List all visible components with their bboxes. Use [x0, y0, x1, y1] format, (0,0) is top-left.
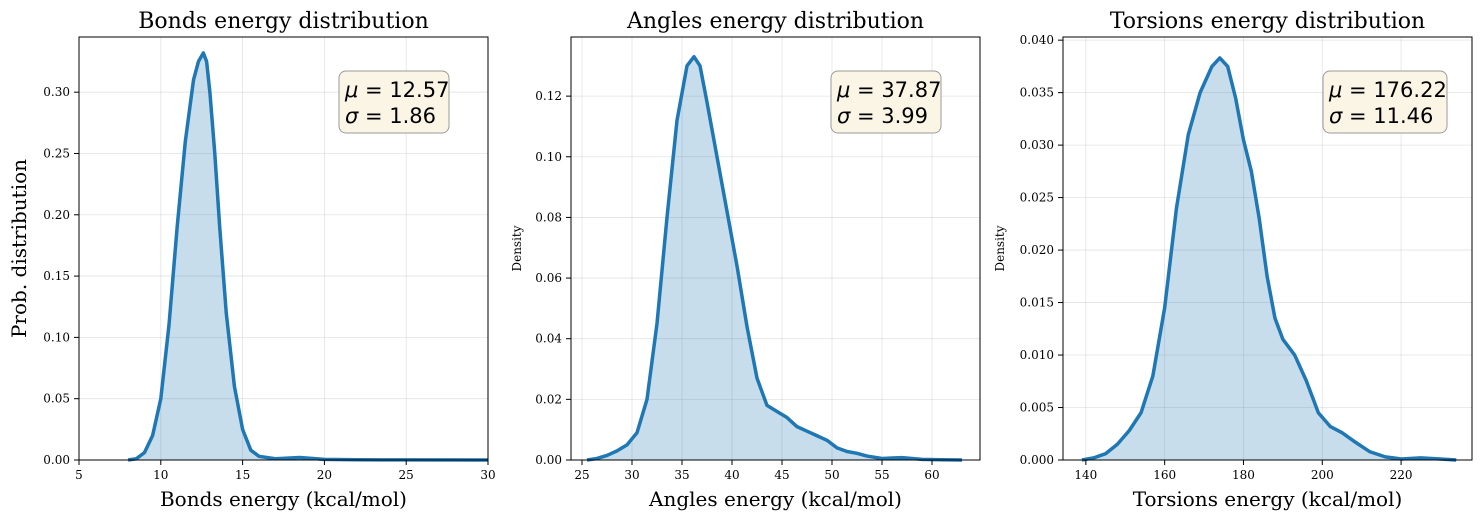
- density-line: [586, 54, 963, 462]
- chart-panel-1: 5 10 15 20 25 30 0.00 0.05 0.10 0.15 0.20 0.25 0.30 B…: [7, 9, 496, 511]
- x-tick-label: 30: [624, 468, 639, 482]
- y-tick-label: 0.010: [1020, 348, 1054, 362]
- x-tick-label: 15: [235, 468, 250, 482]
- y-tick-label: 0.040: [1020, 33, 1054, 47]
- x-tick-label: 200: [1311, 468, 1334, 482]
- y-tick-label: 0.30: [43, 85, 70, 99]
- x-tick-label: 5: [75, 468, 83, 482]
- y-tick-label: 0.005: [1020, 401, 1054, 415]
- y-tick-label: 0.015: [1020, 296, 1054, 310]
- x-tick-label: 40: [724, 468, 739, 482]
- y-tick-label: 0.035: [1020, 86, 1054, 100]
- stats-mean: μ = 12.57: [344, 78, 449, 102]
- y-tick-label: 0.25: [43, 146, 70, 160]
- y-axis-label: Density: [993, 225, 1007, 271]
- y-tick-label: 0.04: [535, 332, 562, 346]
- x-tick-label: 10: [153, 468, 168, 482]
- density-area: [587, 56, 962, 461]
- x-tick-label: 45: [774, 468, 789, 482]
- x-tick-label: 180: [1232, 468, 1255, 482]
- stats-sigma: σ = 3.99: [837, 104, 928, 128]
- density-area: [128, 52, 488, 460]
- y-tick-label: 0.12: [535, 89, 562, 103]
- y-tick-label: 0.06: [535, 271, 562, 285]
- y-tick-label: 0.05: [43, 392, 70, 406]
- axes-frame: [78, 36, 489, 461]
- stats-mean: μ = 37.87: [836, 78, 941, 102]
- x-axis-label: Torsions energy (kcal/mol): [1133, 487, 1403, 511]
- x-tick-label: 25: [399, 468, 414, 482]
- y-tick-label: 0.10: [43, 330, 70, 344]
- y-tick-label: 0.10: [535, 150, 562, 164]
- chart-title: Bonds energy distribution: [138, 9, 429, 34]
- y-tick-label: 0.020: [1020, 243, 1054, 257]
- y-tick-label: 0.030: [1020, 138, 1054, 152]
- density-area: [1081, 57, 1457, 461]
- x-axis-label: Angles energy (kcal/mol): [648, 487, 902, 511]
- stats-sigma: σ = 11.46: [1329, 104, 1433, 128]
- chart-title: Angles energy distribution: [626, 9, 924, 34]
- x-tick-label: 30: [480, 468, 495, 482]
- stats-box: [1322, 70, 1448, 134]
- x-tick-label: 220: [1390, 468, 1413, 482]
- chart-panel-2: 25 30 35 40 45 50 55 60 0.00 0.02 0.04 0.06 0.08 0.10…: [510, 9, 981, 511]
- axes-frame: [1062, 36, 1473, 461]
- y-tick-label: 0.000: [1020, 453, 1054, 467]
- density-line: [1081, 56, 1457, 462]
- x-tick-label: 55: [874, 468, 889, 482]
- x-tick-label: 20: [317, 468, 332, 482]
- x-axis-label: Bonds energy (kcal/mol): [160, 487, 407, 511]
- y-tick-label: 0.00: [535, 453, 562, 467]
- x-tick-label: 160: [1153, 468, 1176, 482]
- y-tick-label: 0.025: [1020, 191, 1054, 205]
- y-tick-label: 0.00: [43, 453, 70, 467]
- y-axis-label: Density: [510, 225, 524, 271]
- x-tick-label: 35: [674, 468, 689, 482]
- stats-box: [830, 70, 942, 134]
- y-tick-label: 0.02: [535, 392, 562, 406]
- stats-mean: μ = 176.22: [1328, 78, 1447, 102]
- x-tick-label: 50: [824, 468, 839, 482]
- y-tick-label: 0.20: [43, 208, 70, 222]
- stats-box: [338, 70, 450, 134]
- density-line: [127, 51, 489, 462]
- y-tick-label: 0.08: [535, 210, 562, 224]
- axes-frame: [570, 36, 981, 461]
- y-tick-label: 0.15: [43, 269, 70, 283]
- x-tick-label: 140: [1074, 468, 1097, 482]
- chart-title: Torsions energy distribution: [1110, 9, 1425, 34]
- x-tick-label: 60: [924, 468, 939, 482]
- chart-panel-3: 140 160 180 200 220 0.000 0.005 0.010 0.015 0.020…: [993, 9, 1473, 511]
- x-tick-label: 25: [574, 468, 589, 482]
- y-axis-label: Prob. distribution: [7, 159, 31, 338]
- stats-sigma: σ = 1.86: [345, 104, 436, 128]
